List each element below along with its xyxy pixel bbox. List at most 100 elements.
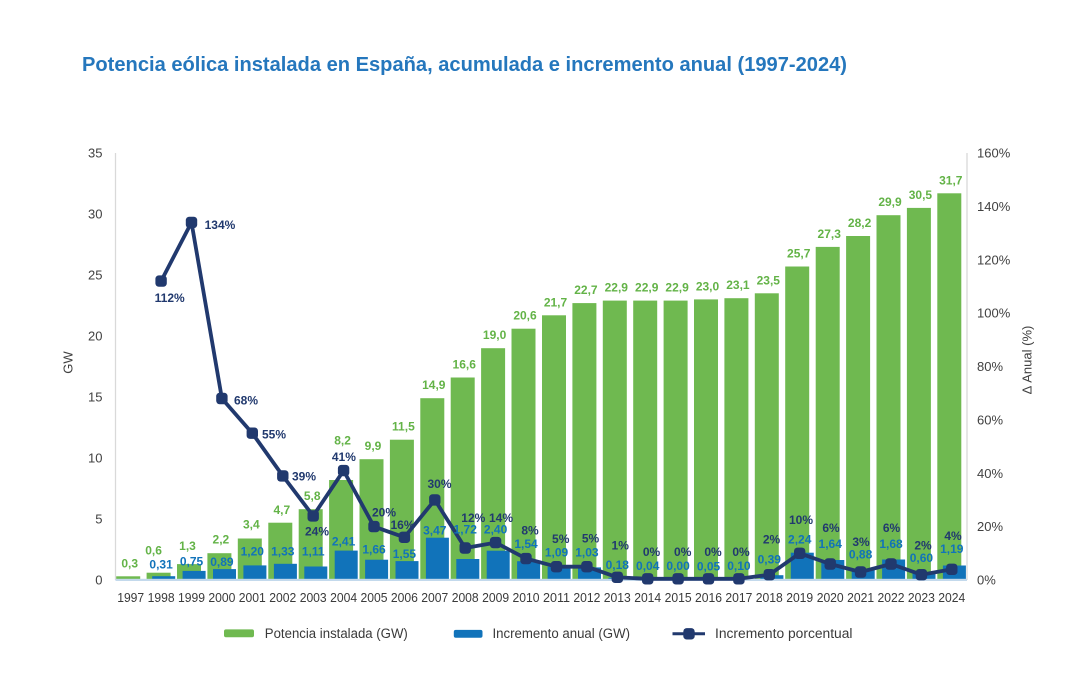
svg-text:6%: 6% <box>883 521 901 535</box>
svg-text:16,6: 16,6 <box>453 358 477 372</box>
svg-text:40%: 40% <box>977 466 1003 481</box>
svg-text:1,09: 1,09 <box>545 546 569 560</box>
svg-text:2011: 2011 <box>543 590 570 605</box>
svg-text:1,11: 1,11 <box>302 545 325 559</box>
svg-text:140%: 140% <box>977 199 1011 214</box>
svg-text:3,47: 3,47 <box>423 523 447 537</box>
svg-text:Potencia instalada (GW): Potencia instalada (GW) <box>265 626 408 641</box>
svg-text:10: 10 <box>88 451 102 466</box>
svg-text:Δ Anual (%): Δ Anual (%) <box>1020 326 1035 395</box>
svg-text:23,1: 23,1 <box>726 278 750 292</box>
svg-text:2013: 2013 <box>604 590 631 605</box>
svg-text:160%: 160% <box>977 146 1011 161</box>
svg-text:2020: 2020 <box>817 590 844 605</box>
svg-text:2023: 2023 <box>908 590 935 605</box>
svg-text:30: 30 <box>88 207 102 222</box>
svg-text:21,7: 21,7 <box>544 295 568 309</box>
svg-text:2009: 2009 <box>482 590 509 605</box>
svg-text:8,2: 8,2 <box>334 433 351 447</box>
svg-text:0,10: 0,10 <box>727 559 751 573</box>
svg-text:0,18: 0,18 <box>606 558 630 572</box>
svg-text:2015: 2015 <box>665 590 692 605</box>
svg-text:Potencia eólica instalada en E: Potencia eólica instalada en España, acu… <box>82 54 847 76</box>
svg-text:2,40: 2,40 <box>484 522 508 536</box>
svg-text:0%: 0% <box>732 545 750 559</box>
svg-text:1,72: 1,72 <box>454 522 478 536</box>
svg-text:12%: 12% <box>461 511 485 525</box>
svg-text:30%: 30% <box>427 477 451 491</box>
svg-text:1997: 1997 <box>117 590 144 605</box>
svg-text:120%: 120% <box>977 252 1011 267</box>
svg-text:22,9: 22,9 <box>665 281 689 295</box>
svg-text:39%: 39% <box>292 469 316 483</box>
svg-text:2014: 2014 <box>634 590 661 605</box>
svg-text:0,39: 0,39 <box>758 553 782 567</box>
svg-text:28,2: 28,2 <box>848 216 872 230</box>
svg-text:0,89: 0,89 <box>210 555 234 569</box>
svg-text:16%: 16% <box>390 518 414 532</box>
svg-text:2007: 2007 <box>421 590 448 605</box>
svg-text:1,64: 1,64 <box>819 537 843 551</box>
svg-text:8%: 8% <box>521 523 539 537</box>
svg-text:0,00: 0,00 <box>666 559 690 573</box>
svg-text:1,19: 1,19 <box>940 542 964 556</box>
svg-text:2018: 2018 <box>756 590 783 605</box>
svg-text:31,7: 31,7 <box>939 173 963 187</box>
svg-text:20%: 20% <box>977 519 1003 534</box>
svg-text:4,7: 4,7 <box>273 503 290 517</box>
svg-text:1,55: 1,55 <box>393 547 417 561</box>
svg-text:2%: 2% <box>914 539 932 553</box>
svg-text:2012: 2012 <box>573 590 600 605</box>
svg-text:2,24: 2,24 <box>788 533 812 547</box>
svg-text:2003: 2003 <box>300 590 327 605</box>
svg-text:68%: 68% <box>234 394 258 408</box>
svg-text:19,0: 19,0 <box>483 328 507 342</box>
svg-text:25,7: 25,7 <box>787 247 811 261</box>
svg-text:2019: 2019 <box>786 590 813 605</box>
svg-text:0%: 0% <box>643 545 661 559</box>
svg-text:134%: 134% <box>205 218 236 232</box>
svg-text:1,20: 1,20 <box>241 545 265 559</box>
svg-text:1,3: 1,3 <box>179 539 196 553</box>
svg-text:1,03: 1,03 <box>575 546 599 560</box>
svg-text:0,04: 0,04 <box>636 559 660 573</box>
svg-text:41%: 41% <box>332 450 356 464</box>
svg-text:22,9: 22,9 <box>605 281 629 295</box>
svg-text:11,5: 11,5 <box>392 420 415 434</box>
svg-text:29,9: 29,9 <box>878 195 902 209</box>
svg-text:2001: 2001 <box>239 590 266 605</box>
svg-text:2017: 2017 <box>725 590 752 605</box>
svg-text:60%: 60% <box>977 412 1003 427</box>
svg-text:22,7: 22,7 <box>574 283 598 297</box>
svg-text:30,5: 30,5 <box>909 188 933 202</box>
svg-text:2000: 2000 <box>208 590 235 605</box>
svg-text:0,75: 0,75 <box>180 555 204 569</box>
svg-text:0,3: 0,3 <box>121 556 138 570</box>
svg-text:4%: 4% <box>944 529 962 543</box>
svg-text:5%: 5% <box>582 531 600 545</box>
svg-text:Incremento porcentual: Incremento porcentual <box>715 626 853 641</box>
svg-text:3,4: 3,4 <box>243 518 260 532</box>
svg-text:2024: 2024 <box>938 590 965 605</box>
svg-text:2%: 2% <box>763 533 781 547</box>
svg-text:1%: 1% <box>612 539 630 553</box>
svg-text:3%: 3% <box>852 535 870 549</box>
svg-text:1998: 1998 <box>148 590 175 605</box>
svg-text:20%: 20% <box>372 506 396 520</box>
svg-text:14%: 14% <box>489 511 513 525</box>
svg-text:2021: 2021 <box>847 590 874 605</box>
svg-text:35: 35 <box>88 146 102 161</box>
svg-text:2016: 2016 <box>695 590 722 605</box>
svg-text:0,60: 0,60 <box>910 551 934 565</box>
svg-text:80%: 80% <box>977 359 1003 374</box>
svg-text:0,6: 0,6 <box>145 544 162 558</box>
svg-text:2,41: 2,41 <box>332 535 356 549</box>
svg-text:0%: 0% <box>977 573 996 588</box>
svg-text:15: 15 <box>88 390 102 405</box>
svg-text:20: 20 <box>88 329 102 344</box>
svg-text:25: 25 <box>88 268 102 283</box>
svg-text:10%: 10% <box>789 513 813 527</box>
svg-text:14,9: 14,9 <box>422 378 446 392</box>
svg-text:0%: 0% <box>674 545 692 559</box>
svg-text:0,88: 0,88 <box>849 547 873 561</box>
